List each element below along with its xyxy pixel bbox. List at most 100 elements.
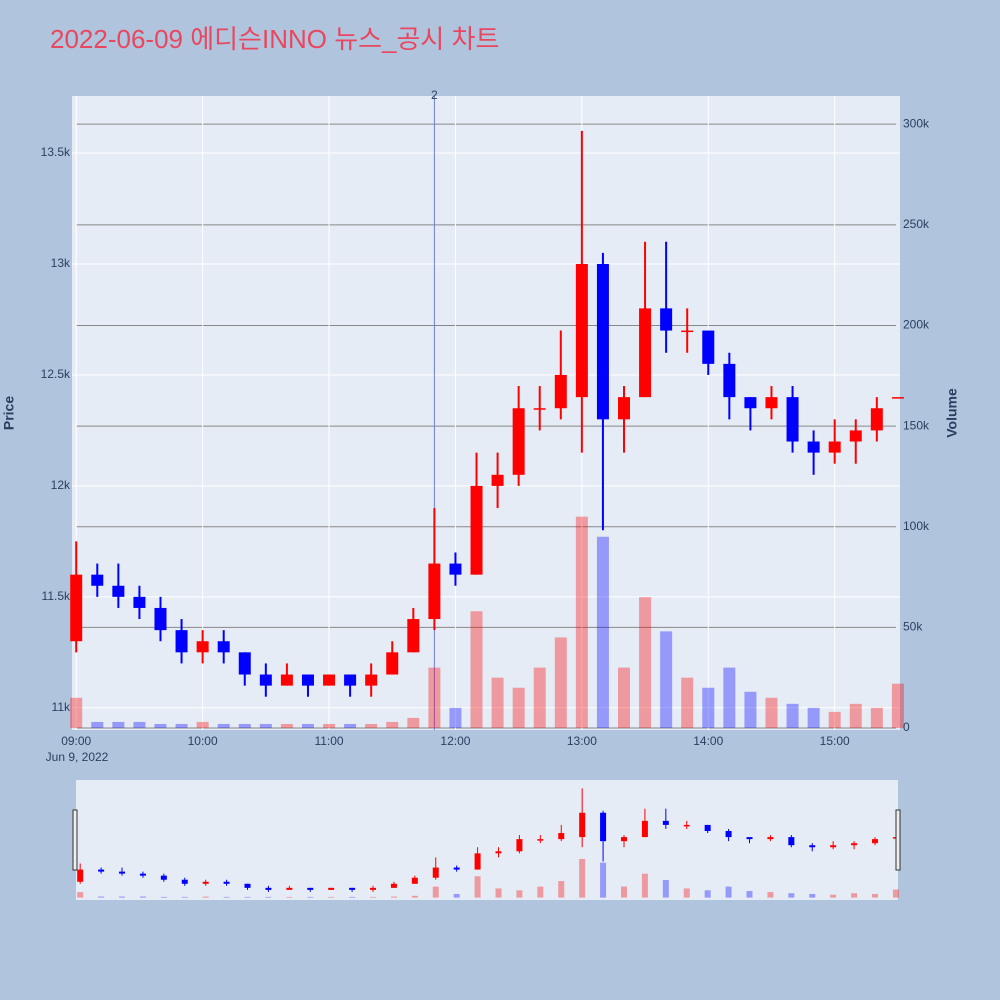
candle-body <box>744 397 757 409</box>
volume-bar <box>807 707 820 728</box>
volume-bar <box>181 896 188 898</box>
candle-body <box>767 837 774 840</box>
volume-bar <box>196 721 209 728</box>
candle-body <box>328 887 335 890</box>
candle-body <box>365 674 378 686</box>
volume-bar <box>891 683 904 728</box>
candle-body <box>307 887 314 890</box>
slider-handle[interactable] <box>895 809 901 871</box>
volume-bar <box>537 886 544 898</box>
volume-bar <box>365 723 378 728</box>
range-slider[interactable] <box>76 780 898 900</box>
volume-bar <box>702 687 715 728</box>
candle-body <box>286 887 293 890</box>
x-tick-label: 14:00 <box>693 734 723 748</box>
candle-body <box>349 887 356 890</box>
candle-body <box>809 845 816 848</box>
candle-body <box>765 397 778 409</box>
x-date-label: Jun 9, 2022 <box>46 750 109 764</box>
candle-body <box>681 330 694 333</box>
volume-bar <box>386 721 399 728</box>
x-tick-label: 15:00 <box>820 734 850 748</box>
candle-body <box>98 869 105 872</box>
volume-bar <box>307 896 314 898</box>
candle-body <box>851 843 858 846</box>
candle-body <box>370 887 377 890</box>
candle-body <box>702 330 715 364</box>
candle-body <box>870 408 883 431</box>
volume-bar <box>370 896 377 898</box>
volume-bar <box>491 677 504 728</box>
x-tick-label: 13:00 <box>567 734 597 748</box>
y2-tick-label: 150k <box>903 418 930 432</box>
candle-body <box>704 824 711 832</box>
candle-body <box>77 869 84 882</box>
candle-body <box>683 824 690 827</box>
candle-body <box>786 397 799 442</box>
volume-bar <box>744 691 757 728</box>
candle-body <box>660 308 673 331</box>
volume-bar <box>470 611 483 728</box>
volume-bar <box>639 597 652 728</box>
volume-bar <box>662 879 669 898</box>
candle-body <box>516 839 523 852</box>
volume-bar <box>704 890 711 898</box>
volume-bar <box>746 891 753 898</box>
candle-body <box>453 867 460 870</box>
candle-body <box>196 641 209 653</box>
candle-body <box>639 308 652 398</box>
candle-body <box>554 374 567 409</box>
volume-bar <box>217 723 230 728</box>
volume-bar <box>202 896 209 898</box>
candle-body <box>533 408 546 410</box>
x-tick-label: 09:00 <box>61 734 91 748</box>
candle-body <box>537 839 544 841</box>
x-tick-label: 12:00 <box>440 734 470 748</box>
candle-body <box>160 875 167 880</box>
candle-body <box>600 812 607 842</box>
candle-body <box>558 833 565 840</box>
volume-bar <box>621 886 627 898</box>
volume-bar <box>133 721 146 728</box>
volume-bar <box>830 894 837 898</box>
volume-bar <box>554 637 567 728</box>
candle-body <box>223 881 230 884</box>
candle-body <box>181 879 188 884</box>
volume-bar <box>175 723 188 728</box>
volume-bar <box>516 890 523 898</box>
y2-tick-label: 200k <box>903 318 930 332</box>
volume-bar <box>512 687 525 728</box>
y2-tick-label: 250k <box>903 217 930 231</box>
y-tick-label: 11k <box>52 700 71 714</box>
candle-body <box>265 887 272 890</box>
volume-bar <box>660 631 673 728</box>
candle-body <box>238 652 251 675</box>
volume-bar <box>533 667 546 728</box>
volume-bar <box>154 723 167 728</box>
candle-body <box>470 485 483 575</box>
volume-bar <box>495 888 502 898</box>
volume-bar <box>683 888 690 898</box>
candle-body <box>449 563 462 575</box>
y2-tick-label: 0 <box>903 720 910 734</box>
candle-body <box>830 845 837 848</box>
volume-bar <box>641 873 648 898</box>
candle-body <box>407 619 420 653</box>
y-axis-title: Price <box>1 396 17 430</box>
candle-body <box>70 574 83 642</box>
slider-handle[interactable] <box>72 809 78 871</box>
candle-body <box>386 652 399 675</box>
y-tick-label: 13k <box>51 256 71 270</box>
volume-bar <box>725 886 732 898</box>
candle-body <box>579 812 586 838</box>
volume-bar <box>449 707 462 728</box>
volume-bar <box>723 667 736 728</box>
candle-body <box>411 877 418 884</box>
candle-body <box>344 674 357 686</box>
volume-bar <box>112 721 125 728</box>
volume-bar <box>786 703 799 728</box>
y-tick-label: 11.5k <box>42 589 71 603</box>
candle-body <box>575 263 588 398</box>
y-tick-label: 12k <box>51 478 71 492</box>
